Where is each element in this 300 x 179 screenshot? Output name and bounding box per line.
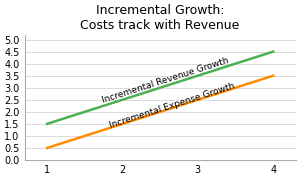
Text: Incremental Revenue Growth: Incremental Revenue Growth [101,56,230,105]
Title: Incremental Growth:
Costs track with Revenue: Incremental Growth: Costs track with Rev… [80,4,240,32]
Text: Incremental Expense Growth: Incremental Expense Growth [109,81,236,130]
